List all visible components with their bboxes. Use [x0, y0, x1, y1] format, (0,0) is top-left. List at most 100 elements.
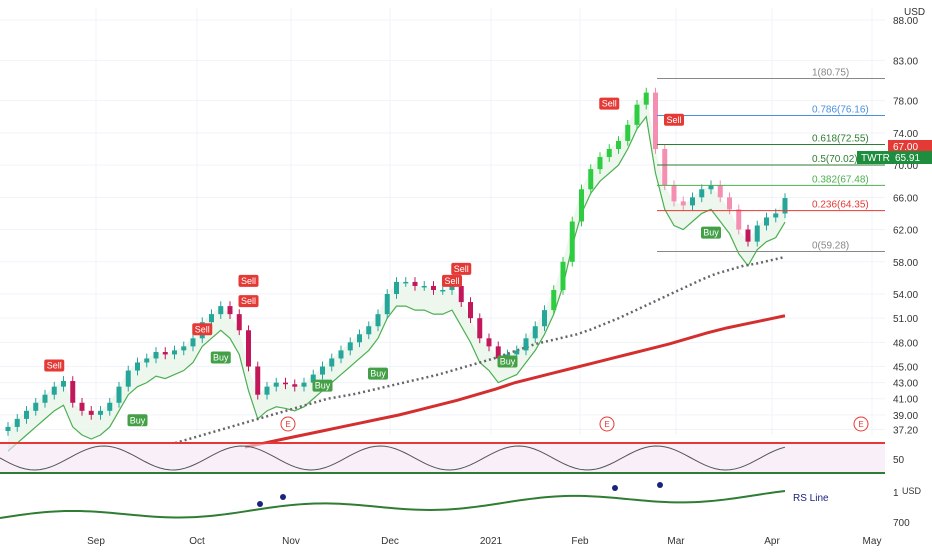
candle-body — [366, 326, 372, 335]
candle-body — [542, 310, 547, 327]
time-tick-label: 2021 — [480, 536, 503, 547]
candle-body — [421, 285, 427, 288]
candle-body — [394, 281, 399, 295]
supertrend-up-fill — [8, 92, 785, 452]
candle-body — [310, 374, 316, 383]
candle-body — [347, 342, 353, 351]
buy-signal-label: Buy — [500, 356, 516, 366]
candle-body — [764, 217, 769, 226]
candle-body — [107, 402, 113, 411]
oscillator-line — [0, 445, 786, 471]
candle-body — [283, 382, 288, 385]
time-axis[interactable]: Sep Oct Nov Dec 2021 Feb Mar Apr May — [87, 536, 881, 547]
candle-body — [172, 350, 177, 355]
candle-body — [357, 334, 362, 343]
rs-new-high-dot — [657, 482, 663, 488]
candle-body — [773, 213, 779, 218]
candle-body — [495, 346, 501, 359]
earnings-marker-label: E — [285, 420, 290, 429]
candle-body — [273, 382, 279, 387]
rs-new-high-dot — [280, 494, 286, 500]
rs-line — [0, 489, 786, 519]
price-tick-label: 70.00 — [893, 161, 918, 172]
candle-body — [449, 285, 455, 290]
candle-body — [727, 197, 732, 210]
sell-signal-badge — [238, 274, 259, 287]
osc-level-label: 50 — [893, 455, 905, 466]
buy-signal-label: Buy — [370, 369, 386, 379]
buy-signal-label: Buy — [703, 228, 719, 238]
buy-signal-label: Buy — [213, 352, 229, 362]
sell-signal-label: Sell — [444, 276, 459, 286]
candle-body — [403, 281, 409, 284]
buy-signal-badge — [210, 351, 231, 364]
rs-scale-bottom: 700 — [893, 518, 910, 529]
last-price-tag: 65.91 — [895, 153, 920, 164]
candle-body — [699, 189, 705, 198]
price-tick-label: 58.00 — [893, 258, 918, 269]
candle-body — [70, 381, 76, 403]
price-tick-label: 83.00 — [893, 56, 918, 67]
price-axis[interactable]: 88.00 83.00 78.00 74.00 70.00 66.00 62.00 58.00… — [893, 16, 918, 436]
oscillator-background — [0, 443, 885, 473]
candle-body — [301, 382, 307, 387]
fib-label: 0(59.28) — [812, 240, 849, 251]
candle-body — [569, 221, 575, 262]
candle-body — [579, 189, 584, 222]
rs-line-pane — [0, 482, 786, 519]
candle-body — [412, 281, 418, 286]
candle-body — [597, 157, 603, 170]
candle-body — [329, 358, 335, 367]
buy-signal-badge — [127, 414, 148, 427]
price-tick-label: 66.00 — [893, 193, 918, 204]
ma-50-line — [174, 255, 786, 445]
price-tick-label: 37.20 — [893, 425, 918, 436]
buy-signal-label: Buy — [315, 381, 331, 391]
currency-label: USD — [904, 7, 925, 18]
time-tick-label: Apr — [764, 536, 780, 547]
candle-body — [754, 225, 760, 242]
earnings-marker-circle — [280, 416, 296, 432]
candle-body — [125, 370, 131, 387]
candle-body — [227, 306, 233, 315]
ma-200-line — [244, 314, 786, 449]
sell-signal-label: Sell — [602, 99, 617, 109]
price-tick-label: 39.00 — [893, 411, 918, 422]
candle-body — [458, 285, 464, 303]
candle-body — [61, 381, 66, 387]
sell-signal-label: Sell — [666, 115, 681, 125]
candle-body — [33, 402, 39, 411]
candle-body — [162, 352, 168, 355]
price-tick-label: 74.00 — [893, 129, 918, 140]
sell-signal-badge — [664, 113, 684, 126]
trade-signals: Sell Buy Sell Buy Sell Sell Buy Buy Sell Sell Buy S… — [44, 97, 721, 427]
last-price-tag-bg — [857, 151, 932, 164]
candle-body — [643, 92, 649, 105]
candle-body — [98, 410, 103, 415]
candles — [5, 87, 788, 436]
buy-signal-badge — [497, 355, 518, 368]
fibonacci-levels: 1(80.75) 0.786(76.16) 0.618(72.55) 0.5(70.0… — [657, 67, 885, 252]
price-tick-label: 88.00 — [893, 16, 918, 27]
candle-body — [153, 352, 159, 359]
earnings-marker-label: E — [858, 420, 863, 429]
price-tick-label: 43.00 — [893, 379, 918, 390]
candle-body — [532, 326, 538, 339]
candle-body — [246, 330, 251, 367]
time-tick-label: May — [863, 536, 882, 547]
candle-body — [606, 148, 612, 158]
earnings-marker-circle — [853, 416, 869, 432]
sell-signal-label: Sell — [195, 324, 210, 334]
candle-body — [338, 350, 344, 359]
candle-body — [588, 169, 594, 190]
candle-body — [486, 338, 492, 347]
sell-signal-badge — [442, 274, 462, 287]
sell-signal-badge — [192, 323, 213, 336]
candle-body — [551, 289, 557, 311]
time-tick-label: Dec — [381, 536, 399, 547]
symbol-tag: TWTR — [861, 153, 890, 164]
fib-label: 0.618(72.55) — [812, 134, 869, 145]
buy-signal-label: Buy — [130, 415, 146, 425]
